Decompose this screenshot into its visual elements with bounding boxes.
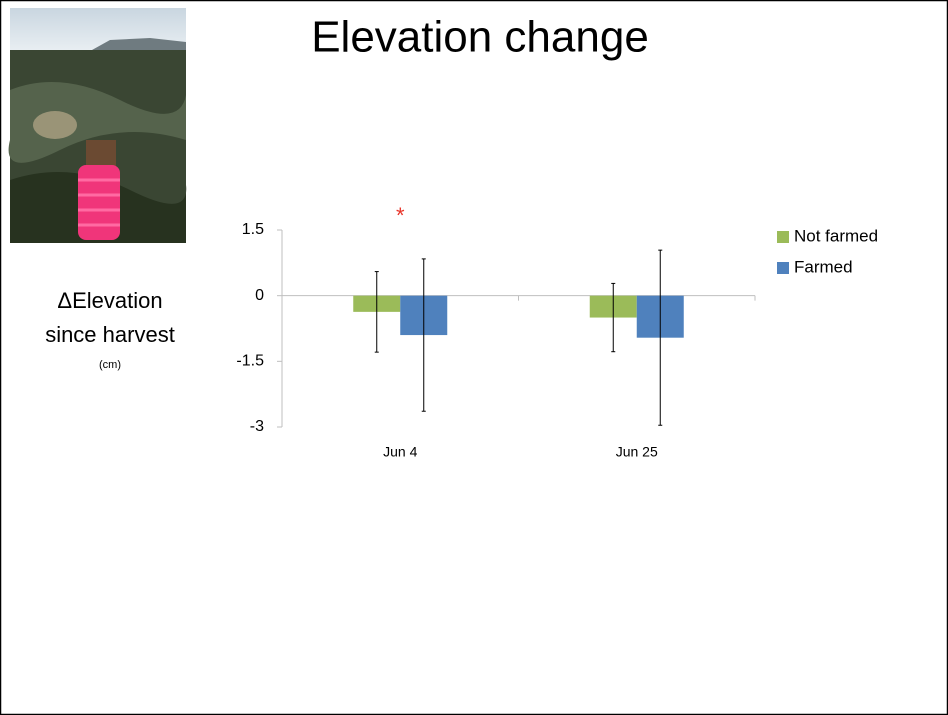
y-axis-label: since harvest — [45, 322, 175, 347]
legend-swatch — [777, 231, 789, 243]
y-axis-label: ΔElevation — [57, 288, 162, 313]
legend-label: Farmed — [794, 257, 853, 276]
y-tick-label: 0 — [255, 287, 264, 304]
chart-title: Elevation change — [311, 13, 649, 62]
y-tick-label: -1.5 — [236, 353, 264, 370]
y-tick-label: -3 — [250, 418, 264, 435]
x-tick-label: Jun 25 — [616, 444, 658, 460]
y-axis-unit: (cm) — [99, 359, 121, 371]
photo — [9, 8, 187, 243]
x-tick-label: Jun 4 — [383, 444, 417, 460]
significance-marker: * — [396, 203, 405, 228]
legend-label: Not farmed — [794, 226, 878, 245]
slide: Elevation change ΔElevation since harves… — [0, 0, 948, 715]
y-tick-label: 1.5 — [242, 221, 264, 238]
legend-swatch — [777, 262, 789, 274]
chart: Elevation change ΔElevation since harves… — [0, 0, 948, 715]
